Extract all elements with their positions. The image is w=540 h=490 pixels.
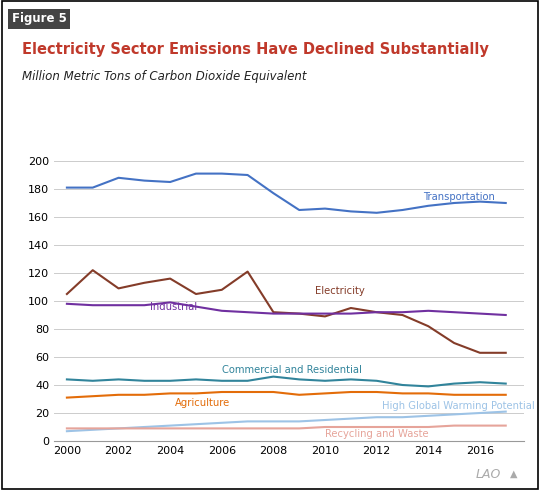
Text: High Global Warming Potential: High Global Warming Potential bbox=[382, 401, 535, 411]
Text: Recycling and Waste: Recycling and Waste bbox=[325, 429, 429, 439]
Text: Million Metric Tons of Carbon Dioxide Equivalent: Million Metric Tons of Carbon Dioxide Eq… bbox=[22, 70, 306, 83]
Text: Commercial and Residential: Commercial and Residential bbox=[222, 365, 362, 374]
Text: Electricity: Electricity bbox=[315, 286, 365, 296]
Text: Electricity Sector Emissions Have Declined Substantially: Electricity Sector Emissions Have Declin… bbox=[22, 42, 489, 57]
Text: ▲: ▲ bbox=[510, 468, 518, 478]
Text: Transportation: Transportation bbox=[423, 193, 495, 202]
Text: LAO: LAO bbox=[475, 468, 501, 481]
Text: Figure 5: Figure 5 bbox=[12, 12, 67, 25]
Text: Industrial: Industrial bbox=[150, 302, 197, 312]
Text: Agriculture: Agriculture bbox=[176, 398, 231, 408]
